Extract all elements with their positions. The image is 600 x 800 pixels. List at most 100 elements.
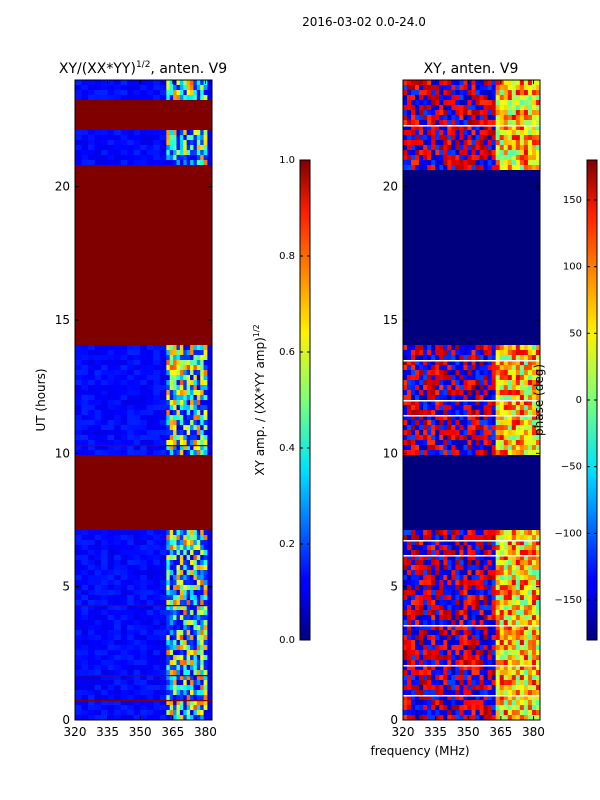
heatmap-cell <box>203 435 208 441</box>
heatmap-cell <box>467 600 472 606</box>
heatmap-cell <box>94 665 102 671</box>
heatmap-flagged-row <box>403 170 540 176</box>
heatmap-cell <box>499 395 505 401</box>
heatmap-cell <box>140 605 148 611</box>
heatmap-cell <box>479 115 484 121</box>
heatmap-cell <box>166 365 171 371</box>
heatmap-cell <box>455 575 460 581</box>
heatmap-cell <box>467 690 472 696</box>
heatmap-cell <box>127 575 135 581</box>
heatmap-cell <box>107 575 115 581</box>
heatmap-cell <box>193 715 198 720</box>
heatmap-cell <box>407 595 412 601</box>
heatmap-cell <box>146 550 154 556</box>
heatmap-cell <box>153 390 161 396</box>
heatmap-cell <box>179 395 184 401</box>
heatmap-cell <box>173 415 177 421</box>
heatmap-cell <box>515 585 521 591</box>
heatmap-cell <box>183 565 188 571</box>
heatmap-cell <box>200 625 205 631</box>
heatmap-cell <box>127 625 135 631</box>
heatmap-cell <box>419 645 424 651</box>
heatmap-cell <box>114 95 122 101</box>
heatmap-cell <box>127 365 135 371</box>
heatmap-cell <box>443 145 448 151</box>
heatmap-cell <box>495 140 501 146</box>
heatmap-cell <box>427 575 432 581</box>
heatmap-cell <box>407 695 412 701</box>
heatmap-cell <box>133 150 141 156</box>
heatmap-cell <box>75 95 82 101</box>
heatmap-cell <box>443 110 448 116</box>
heatmap-cell <box>173 435 177 441</box>
heatmap-cell <box>140 600 148 606</box>
heatmap-cell <box>411 655 416 661</box>
heatmap-cell <box>88 625 95 631</box>
heatmap-cell <box>81 710 89 716</box>
heatmap-cell <box>133 435 141 441</box>
heatmap-cell <box>451 550 456 556</box>
heatmap-cell <box>411 620 416 626</box>
heatmap-cell <box>451 435 456 441</box>
heatmap-cell <box>94 605 102 611</box>
heatmap-cell <box>88 375 95 381</box>
heatmap-cell <box>133 660 141 666</box>
heatmap-cell <box>107 540 115 546</box>
heatmap-cell <box>169 535 174 541</box>
heatmap-cell <box>403 650 408 656</box>
heatmap-cell <box>515 85 521 91</box>
heatmap-cell <box>203 85 208 91</box>
heatmap-cell <box>495 710 501 716</box>
heatmap-cell <box>193 570 198 576</box>
heatmap-cell <box>431 125 436 131</box>
heatmap-cell <box>467 570 472 576</box>
heatmap-cell <box>491 395 497 401</box>
heatmap-cell <box>411 345 416 351</box>
heatmap-cell <box>190 590 194 596</box>
heatmap-cell <box>183 670 188 676</box>
heatmap-cell <box>186 370 191 376</box>
heatmap-cell <box>114 545 122 551</box>
heatmap-cell <box>443 630 448 636</box>
heatmap-cell <box>431 585 436 591</box>
heatmap-cell <box>120 715 128 720</box>
heatmap-cell <box>415 95 420 101</box>
heatmap-cell <box>403 145 408 151</box>
heatmap-cell <box>447 635 452 641</box>
heatmap-cell <box>186 685 191 691</box>
heatmap-cell <box>166 80 171 86</box>
heatmap-cell <box>503 145 509 151</box>
heatmap-cell <box>127 350 135 356</box>
heatmap-cell <box>75 90 82 96</box>
heatmap-cell <box>166 140 171 146</box>
heatmap-cell <box>535 430 540 436</box>
heatmap-cell <box>179 685 184 691</box>
heatmap-cell <box>475 430 480 436</box>
heatmap-cell <box>75 630 82 636</box>
heatmap-flagged-row <box>403 510 540 516</box>
heatmap-cell <box>203 660 208 666</box>
heatmap-cell <box>443 105 448 111</box>
heatmap-cell <box>196 710 201 716</box>
heatmap-cell <box>114 435 122 441</box>
heatmap-cell <box>75 635 82 641</box>
heatmap-cell <box>483 665 489 671</box>
heatmap-cell <box>411 425 416 431</box>
heatmap-cell <box>120 675 128 681</box>
heatmap-cell <box>511 450 517 456</box>
heatmap-flagged-row <box>75 470 212 476</box>
heatmap-cell <box>133 710 141 716</box>
heatmap-cell <box>515 410 521 416</box>
heatmap-cell <box>173 675 177 681</box>
heatmap-cell <box>459 370 464 376</box>
heatmap-cell <box>527 395 533 401</box>
heatmap-cell <box>531 110 537 116</box>
heatmap-cell <box>531 150 537 156</box>
heatmap-cell <box>463 85 468 91</box>
heatmap-cell <box>527 715 533 720</box>
heatmap-cell <box>483 685 489 691</box>
heatmap-cell <box>503 140 509 146</box>
heatmap-cell <box>200 715 205 720</box>
heatmap-cell <box>411 670 416 676</box>
heatmap-cell <box>101 145 109 151</box>
